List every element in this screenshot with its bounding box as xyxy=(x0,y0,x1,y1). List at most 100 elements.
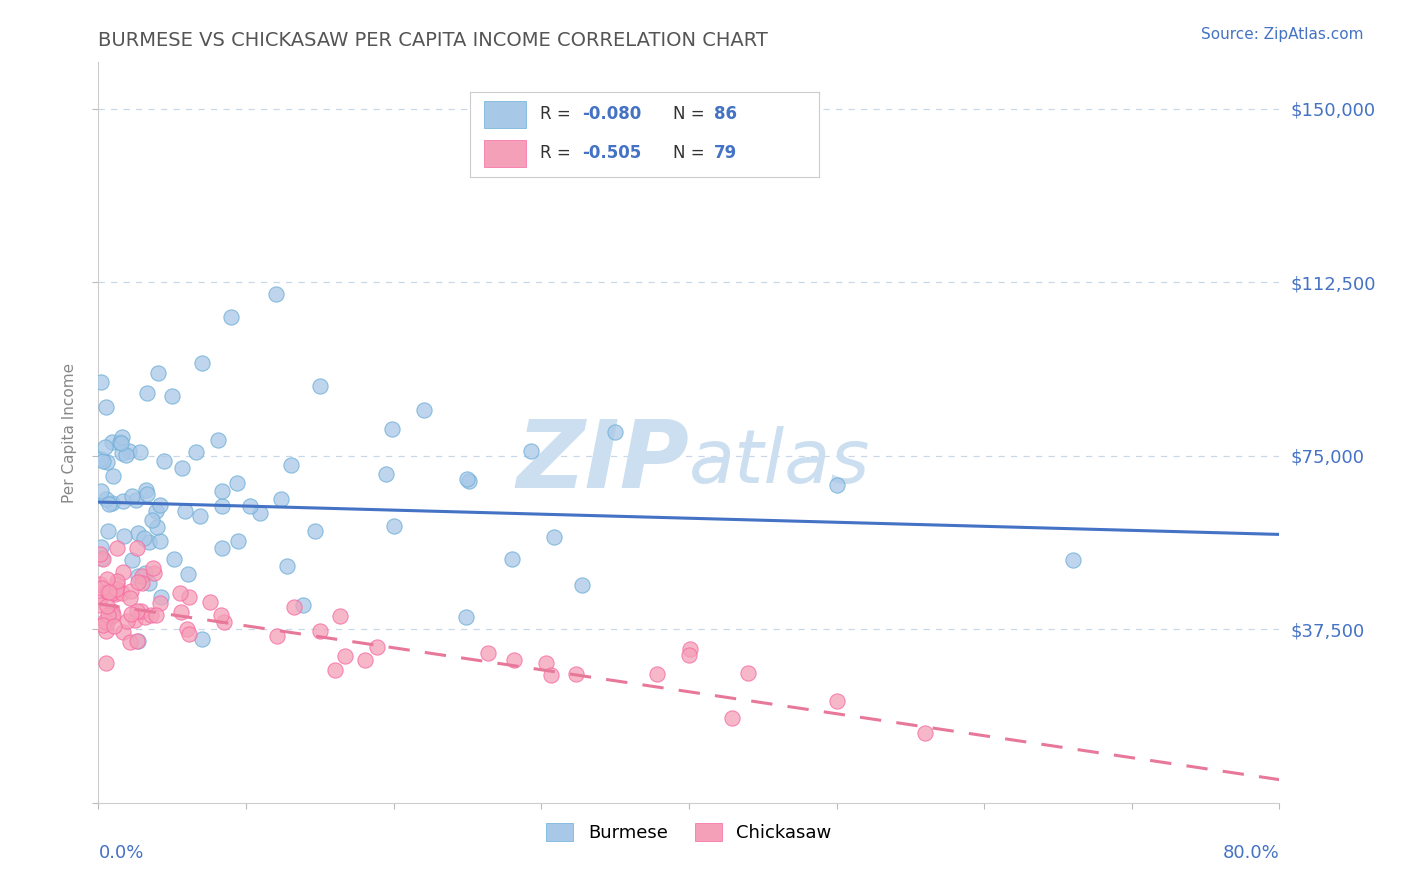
Point xyxy=(190,508,212,523)
Point xyxy=(149,498,172,512)
Point xyxy=(96,599,118,614)
Point xyxy=(456,610,478,624)
Point xyxy=(131,569,153,583)
Point xyxy=(291,598,314,612)
Point xyxy=(477,647,499,661)
Point xyxy=(264,286,287,301)
Point xyxy=(94,492,117,507)
Point xyxy=(105,582,128,596)
Point xyxy=(129,604,152,618)
Point xyxy=(145,504,167,518)
Point xyxy=(105,574,128,589)
Point xyxy=(90,451,112,466)
Point xyxy=(519,443,541,458)
Point xyxy=(170,605,193,619)
Point xyxy=(90,483,112,498)
Text: 0.0%: 0.0% xyxy=(98,844,143,862)
Point xyxy=(90,540,112,554)
Point xyxy=(131,576,153,591)
Point xyxy=(91,617,114,632)
Text: ZIP: ZIP xyxy=(516,417,689,508)
Point xyxy=(176,622,198,636)
Point xyxy=(112,565,135,579)
Point xyxy=(94,624,117,638)
Point xyxy=(120,607,142,621)
Point xyxy=(141,607,163,622)
Point xyxy=(110,436,132,450)
Point xyxy=(177,627,200,641)
Point xyxy=(96,572,118,586)
Point xyxy=(503,653,526,667)
Point xyxy=(412,402,434,417)
Point xyxy=(354,653,377,667)
Point xyxy=(162,388,183,402)
Point xyxy=(571,578,593,592)
Point xyxy=(111,446,134,460)
Point xyxy=(270,491,292,506)
Point xyxy=(94,656,117,670)
Point xyxy=(118,444,141,458)
Point xyxy=(565,667,588,681)
Point xyxy=(115,448,138,462)
Point xyxy=(125,603,148,617)
Point xyxy=(112,493,135,508)
Point xyxy=(117,614,139,628)
Point xyxy=(146,366,169,380)
Point xyxy=(89,577,111,591)
Point xyxy=(145,608,167,623)
Point xyxy=(96,455,118,469)
Point xyxy=(127,526,149,541)
Point xyxy=(309,379,332,393)
Point xyxy=(134,609,156,624)
Point xyxy=(169,585,191,599)
Point xyxy=(605,425,627,440)
Point xyxy=(101,609,124,624)
Point xyxy=(94,614,117,628)
Point xyxy=(226,534,249,549)
Point xyxy=(721,711,744,725)
Point xyxy=(141,512,163,526)
Point xyxy=(125,633,148,648)
Point xyxy=(211,484,233,499)
Text: BURMESE VS CHICKASAW PER CAPITA INCOME CORRELATION CHART: BURMESE VS CHICKASAW PER CAPITA INCOME C… xyxy=(98,30,768,50)
Text: Source: ZipAtlas.com: Source: ZipAtlas.com xyxy=(1201,27,1364,42)
Point xyxy=(98,585,121,599)
Point xyxy=(190,632,212,647)
Point xyxy=(120,634,142,648)
Point xyxy=(103,618,125,632)
Point xyxy=(163,552,186,566)
Point xyxy=(214,615,236,629)
Point xyxy=(146,520,169,534)
Point xyxy=(138,535,160,549)
Point xyxy=(211,499,233,513)
Point xyxy=(101,604,124,618)
Point xyxy=(540,668,562,682)
Point xyxy=(101,607,124,622)
Point xyxy=(226,476,249,491)
Point xyxy=(105,585,128,599)
Point xyxy=(132,532,155,546)
Point xyxy=(138,576,160,591)
Point xyxy=(149,533,172,548)
Point xyxy=(89,598,111,612)
Point xyxy=(125,492,148,507)
Point xyxy=(135,483,157,497)
Point xyxy=(375,467,398,481)
Point xyxy=(100,435,122,450)
Point xyxy=(90,589,112,603)
Point xyxy=(239,499,262,513)
Point xyxy=(200,595,222,609)
Point xyxy=(112,529,135,543)
Point xyxy=(333,648,356,663)
Point xyxy=(91,551,114,566)
Point xyxy=(825,694,848,708)
Point xyxy=(170,461,193,475)
Point xyxy=(280,458,302,473)
Point xyxy=(329,608,352,623)
Point xyxy=(127,569,149,583)
Point xyxy=(96,524,118,539)
Point xyxy=(737,666,759,681)
Point xyxy=(121,553,143,567)
Point xyxy=(97,608,120,623)
Point xyxy=(276,558,298,573)
